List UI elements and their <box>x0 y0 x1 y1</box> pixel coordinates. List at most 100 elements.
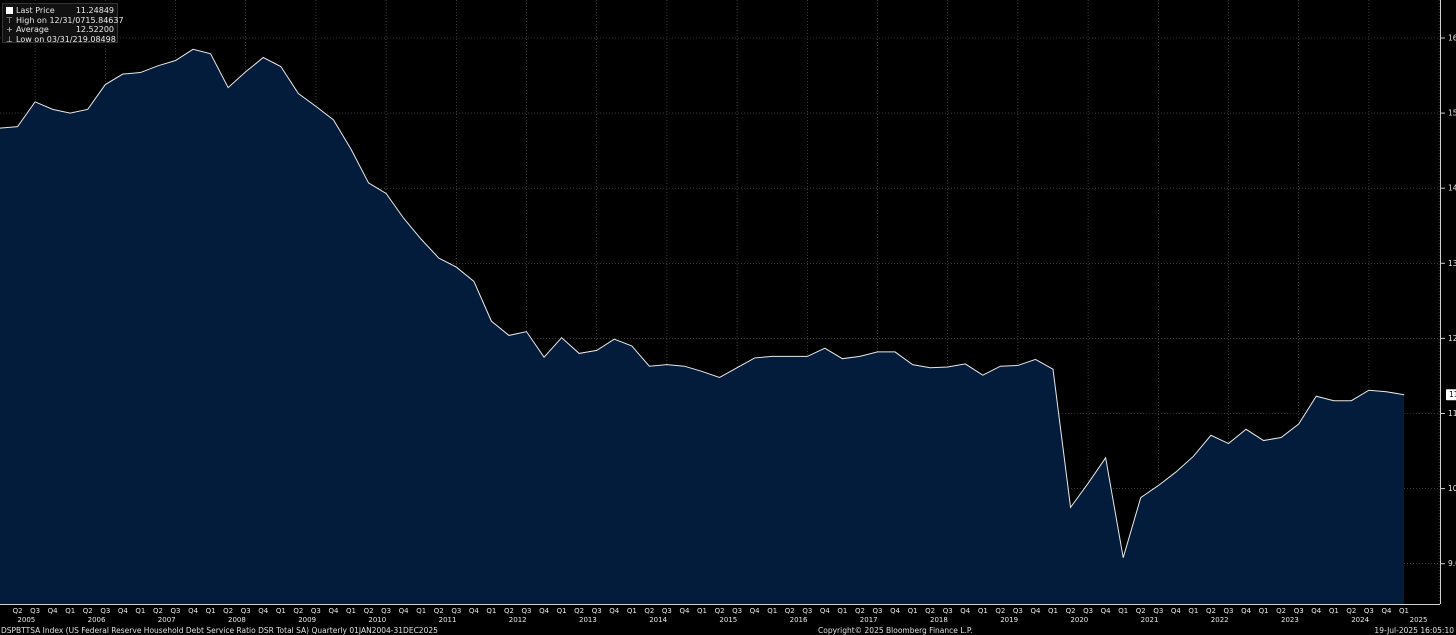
x-quarter-label: Q4 <box>1030 607 1041 615</box>
x-quarter-label: Q2 <box>1276 607 1286 615</box>
x-quarter-label: Q3 <box>1224 607 1234 615</box>
footer-series-description: DSPBTTSA Index (US Federal Reserve House… <box>1 626 438 635</box>
y-tick-label: 15.00000 <box>1448 109 1456 118</box>
x-year-label: 2015 <box>719 616 737 624</box>
legend-low: ⊥ Low on 03/31/21 9.08498 <box>6 34 116 44</box>
footer: DSPBTTSA Index (US Federal Reserve House… <box>0 626 1456 635</box>
x-quarter-label: Q2 <box>1136 607 1146 615</box>
x-quarter-label: Q2 <box>364 607 374 615</box>
x-quarter-label: Q1 <box>276 607 286 615</box>
x-quarter-label: Q3 <box>1083 607 1093 615</box>
x-quarter-label: Q4 <box>890 607 901 615</box>
x-quarter-label: Q3 <box>30 607 40 615</box>
x-quarter-label: Q1 <box>557 607 567 615</box>
x-quarter-label: Q1 <box>1259 607 1269 615</box>
x-quarter-label: Q4 <box>118 607 129 615</box>
high-marker-icon: ⊤ <box>6 15 13 25</box>
x-quarter-label: Q3 <box>662 607 672 615</box>
x-quarter-label: Q1 <box>908 607 918 615</box>
x-year-label: 2012 <box>509 616 527 624</box>
last-price-swatch-icon <box>6 7 13 15</box>
x-quarter-label: Q2 <box>153 607 163 615</box>
x-quarter-label: Q3 <box>381 607 391 615</box>
x-year-label: 2009 <box>298 616 316 624</box>
series-area-fill <box>0 49 1404 604</box>
x-quarter-label: Q3 <box>1013 607 1023 615</box>
x-quarter-label: Q4 <box>609 607 620 615</box>
x-quarter-label: Q4 <box>1311 607 1322 615</box>
x-year-label: 2023 <box>1281 616 1299 624</box>
y-tick-label: 13.00000 <box>1448 259 1456 268</box>
y-axis-labels: 9.00000 10.00000 11.00000 12.00000 13.00000 1… <box>1448 34 1456 569</box>
x-year-label: 2008 <box>228 616 246 624</box>
y-tick-label: 10.00000 <box>1448 484 1456 493</box>
x-quarter-label: Q1 <box>1399 607 1409 615</box>
x-year-label: 2005 <box>17 616 35 624</box>
x-quarter-label: Q4 <box>399 607 410 615</box>
x-quarter-label: Q4 <box>1381 607 1392 615</box>
series-line <box>0 48 1405 558</box>
legend-high: ⊤ High on 12/31/07 15.84637 <box>6 15 124 25</box>
x-quarter-label: Q3 <box>802 607 812 615</box>
x-quarter-label: Q2 <box>293 607 303 615</box>
x-quarter-label: Q1 <box>1048 607 1058 615</box>
x-quarter-label: Q4 <box>258 607 269 615</box>
x-quarter-label: Q4 <box>48 607 59 615</box>
x-quarter-label: Q2 <box>925 607 935 615</box>
x-year-label: 2011 <box>439 616 457 624</box>
x-quarter-label: Q3 <box>241 607 251 615</box>
x-year-label: 2018 <box>930 616 948 624</box>
x-year-label: 2020 <box>1070 616 1088 624</box>
legend: Last Price 11.24849 ⊤ High on 12/31/07 15… <box>2 3 124 44</box>
last-value-tag-box <box>1446 389 1456 401</box>
average-marker-icon: + <box>6 25 13 34</box>
x-quarter-label: Q1 <box>697 607 707 615</box>
x-quarter-label: Q2 <box>855 607 865 615</box>
y-tick-label: 16.00000 <box>1448 34 1456 43</box>
x-year-label: 2016 <box>790 616 808 624</box>
x-quarter-label: Q4 <box>1171 607 1182 615</box>
x-quarter-label: Q1 <box>837 607 847 615</box>
x-quarter-label: Q4 <box>820 607 831 615</box>
x-quarter-label: Q4 <box>750 607 761 615</box>
x-quarter-label: Q2 <box>1346 607 1356 615</box>
x-quarter-label: Q1 <box>627 607 637 615</box>
x-quarter-label: Q2 <box>1206 607 1216 615</box>
x-year-label: 2006 <box>88 616 106 624</box>
x-quarter-label: Q1 <box>346 607 356 615</box>
x-quarter-label: Q1 <box>767 607 777 615</box>
x-quarter-label: Q1 <box>1188 607 1198 615</box>
x-quarter-label: Q3 <box>451 607 461 615</box>
x-quarter-label: Q2 <box>574 607 584 615</box>
x-quarter-label: Q2 <box>785 607 795 615</box>
x-quarter-label: Q4 <box>679 607 690 615</box>
x-year-label: 2022 <box>1211 616 1229 624</box>
x-quarter-label: Q1 <box>65 607 75 615</box>
x-quarter-label: Q2 <box>13 607 23 615</box>
x-year-label: 2013 <box>579 616 597 624</box>
x-quarter-label: Q4 <box>539 607 550 615</box>
area-layer <box>0 48 1405 604</box>
x-year-label: 2017 <box>860 616 878 624</box>
x-quarter-label: Q1 <box>1118 607 1128 615</box>
x-quarter-label: Q4 <box>1101 607 1112 615</box>
x-quarter-label: Q1 <box>486 607 496 615</box>
x-quarter-label: Q2 <box>504 607 514 615</box>
x-quarter-label: Q3 <box>592 607 602 615</box>
x-quarter-label: Q2 <box>995 607 1005 615</box>
x-quarter-label: Q2 <box>223 607 233 615</box>
x-quarter-label: Q2 <box>83 607 93 615</box>
low-marker-icon: ⊥ <box>6 34 13 44</box>
x-quarter-label: Q3 <box>1294 607 1304 615</box>
x-axis-labels: Q2 Q3 Q4 Q1 Q2 Q3 Q4 Q1 Q2 Q3 Q4 Q1 Q2 Q3 Q4 Q1 Q2 Q3 Q4 Q1… <box>13 607 1428 624</box>
x-quarter-label: Q2 <box>434 607 444 615</box>
legend-average: + Average 12.52200 <box>6 25 114 34</box>
x-quarter-label: Q4 <box>328 607 339 615</box>
x-quarter-label: Q1 <box>978 607 988 615</box>
x-quarter-label: Q3 <box>1364 607 1374 615</box>
x-quarter-label: Q3 <box>522 607 532 615</box>
y-tick-label: 12.00000 <box>1448 334 1456 343</box>
x-year-label: 2014 <box>649 616 667 624</box>
x-quarter-label: Q3 <box>100 607 110 615</box>
